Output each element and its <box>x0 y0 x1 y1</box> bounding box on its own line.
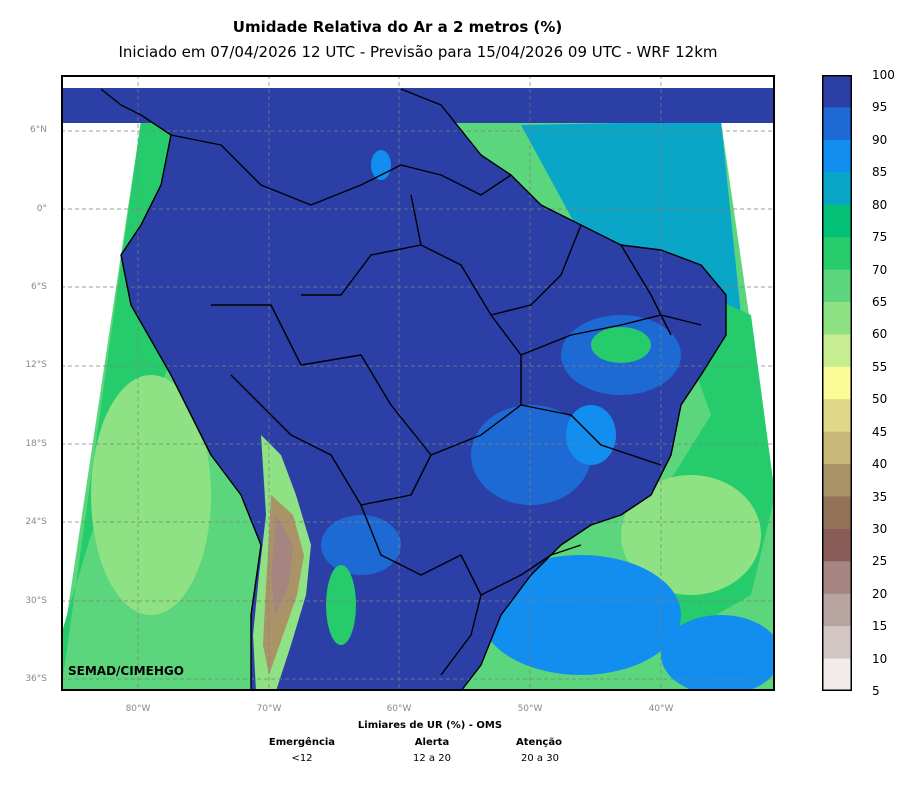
who-level-alerta-name: Alerta <box>414 737 450 748</box>
who-level-emergencia-name: Emergência <box>268 737 336 748</box>
colorbar-segment <box>822 561 852 595</box>
map-subtitle: Iniciado em 07/04/2026 12 UTC - Previsão… <box>118 43 718 61</box>
colorbar-segment <box>822 237 852 271</box>
lon-label-70w: 70°W <box>256 704 282 714</box>
colorbar-tick-label: 5 <box>872 684 880 698</box>
colorbar-tick-label: 50 <box>872 392 888 407</box>
colorbar-tick-label: 45 <box>872 424 888 439</box>
colorbar-segment <box>822 107 852 141</box>
colorbar-segment <box>822 399 852 433</box>
graticule <box>61 75 775 691</box>
colorbar-tick-label: 15 <box>872 619 888 634</box>
colorbar-tick-label: 30 <box>872 521 888 536</box>
colorbar-tick-label: 35 <box>872 489 888 504</box>
who-level-alerta-range: 12 a 20 <box>413 753 451 764</box>
colorbar-segment <box>822 366 852 400</box>
colorbar-tick-label: 65 <box>872 294 888 309</box>
colorbar-tick-label: 80 <box>872 197 888 212</box>
who-thresholds-heading: Limiares de UR (%) - OMS <box>357 720 503 731</box>
lon-label-40w: 40°W <box>648 704 674 714</box>
humidity-map <box>61 75 775 691</box>
lat-label-6s: 6°S <box>31 282 47 292</box>
colorbar-tick-label: 60 <box>872 327 888 342</box>
lat-label-6n: 6°N <box>30 125 47 135</box>
colorbar-segment <box>822 269 852 303</box>
colorbar-segment <box>822 334 852 368</box>
map-title: Umidade Relativa do Ar a 2 metros (%) <box>232 18 563 36</box>
colorbar-tick-label: 85 <box>872 165 888 180</box>
lon-label-50w: 50°W <box>517 704 543 714</box>
lat-label-12s: 12°S <box>25 360 47 370</box>
lon-label-80w: 80°W <box>125 704 151 714</box>
colorbar-segment <box>822 496 852 530</box>
colorbar-segment <box>822 593 852 627</box>
lon-label-60w: 60°W <box>386 704 412 714</box>
colorbar-tick-label: 70 <box>872 262 888 277</box>
colorbar-tick-label: 75 <box>872 230 888 245</box>
colorbar-tick-label: 10 <box>872 651 888 666</box>
colorbar-segment <box>822 431 852 465</box>
lat-label-36s: 36°S <box>25 674 47 684</box>
colorbar-tick-label: 40 <box>872 457 888 472</box>
lat-label-18s: 18°S <box>25 439 47 449</box>
political-borders <box>100 88 727 691</box>
colorbar-tick-label: 100 <box>872 68 895 82</box>
who-level-atencao-range: 20 a 30 <box>521 753 559 764</box>
south-america-land <box>101 89 726 691</box>
lat-label-30s: 30°S <box>25 596 47 606</box>
lat-label-0: 0° <box>36 204 47 214</box>
lat-label-24s: 24°S <box>25 517 47 527</box>
colorbar-segment <box>822 75 852 108</box>
watermark-credit: SEMAD/CIMEHGO <box>68 664 184 678</box>
colorbar-tick-label: 95 <box>872 100 888 115</box>
colorbar-segment <box>822 301 852 335</box>
colorbar-segment <box>822 658 852 691</box>
colorbar-tick-label: 25 <box>872 554 888 569</box>
colorbar-tick-label: 90 <box>872 132 888 147</box>
colorbar-segment <box>822 528 852 562</box>
colorbar-segment <box>822 139 852 173</box>
colorbar-tick-label: 55 <box>872 359 888 374</box>
who-level-emergencia-range: <12 <box>291 753 313 764</box>
humidity-colorbar <box>822 75 852 691</box>
who-level-atencao-name: Atenção <box>516 737 562 748</box>
colorbar-segment <box>822 204 852 238</box>
colorbar-segment <box>822 626 852 660</box>
colorbar-tick-label: 20 <box>872 586 888 601</box>
colorbar-segment <box>822 464 852 497</box>
colorbar-segment <box>822 172 852 206</box>
